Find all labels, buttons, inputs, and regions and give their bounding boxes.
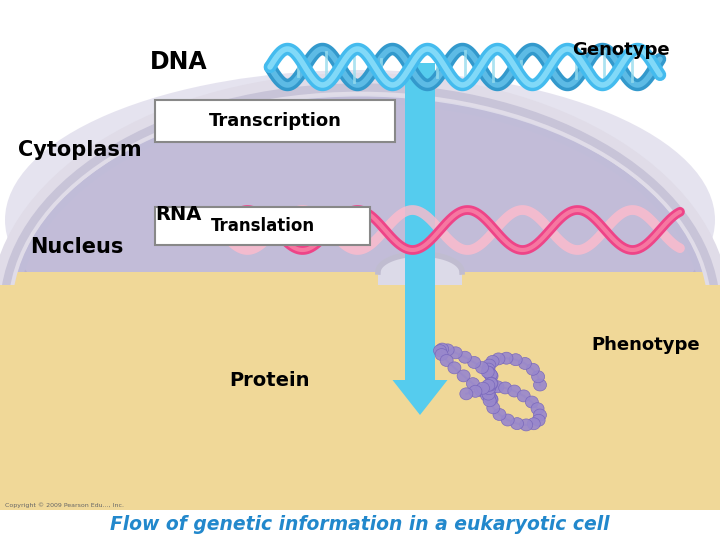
Ellipse shape [484,379,497,391]
Ellipse shape [460,388,473,400]
Ellipse shape [485,394,498,406]
Ellipse shape [517,390,530,402]
Text: Translation: Translation [210,217,315,235]
Ellipse shape [509,354,522,366]
Text: DNA: DNA [150,50,207,74]
Text: Copyright © 2009 Pearson Edu..., Inc.: Copyright © 2009 Pearson Edu..., Inc. [5,502,124,508]
Ellipse shape [520,419,533,431]
Bar [0,272,720,540]
Ellipse shape [532,414,545,426]
Ellipse shape [5,90,715,530]
Ellipse shape [483,390,496,402]
Ellipse shape [485,370,498,382]
Ellipse shape [440,354,453,367]
Ellipse shape [482,384,495,396]
Text: Phenotype: Phenotype [591,336,700,354]
Ellipse shape [482,387,495,399]
Ellipse shape [433,345,446,356]
Ellipse shape [500,352,513,364]
Ellipse shape [493,409,506,421]
Ellipse shape [485,377,498,389]
Ellipse shape [499,382,512,394]
Ellipse shape [483,359,496,371]
Ellipse shape [501,414,514,426]
Ellipse shape [477,382,490,394]
Ellipse shape [436,343,449,355]
Polygon shape [380,260,460,540]
Ellipse shape [485,369,498,381]
Ellipse shape [485,377,498,389]
Ellipse shape [531,371,544,383]
Ellipse shape [484,393,497,404]
Ellipse shape [482,388,495,400]
Text: Flow of genetic information in a eukaryotic cell: Flow of genetic information in a eukaryo… [110,516,610,535]
Ellipse shape [449,347,462,359]
Ellipse shape [518,357,531,369]
Ellipse shape [534,409,546,421]
Text: RNA: RNA [155,206,202,225]
Bar [0,510,720,540]
Ellipse shape [527,418,540,430]
Ellipse shape [481,366,494,378]
Ellipse shape [474,384,487,396]
Ellipse shape [531,403,544,415]
Ellipse shape [484,369,498,381]
Bar [155,100,395,142]
Ellipse shape [5,70,715,370]
Ellipse shape [526,396,539,408]
Bar [0,285,720,540]
Ellipse shape [469,386,482,397]
Ellipse shape [482,383,495,395]
Ellipse shape [480,389,493,402]
Bar [155,207,370,245]
Ellipse shape [435,348,448,361]
Ellipse shape [510,417,523,430]
Text: Cytoplasm: Cytoplasm [18,140,142,160]
Ellipse shape [491,381,504,393]
Ellipse shape [482,367,496,379]
Ellipse shape [483,395,496,407]
Ellipse shape [485,382,498,394]
Polygon shape [392,380,448,415]
Ellipse shape [487,402,500,414]
Ellipse shape [467,377,480,390]
Text: Genotype: Genotype [572,41,670,59]
Ellipse shape [508,385,521,397]
Ellipse shape [468,356,481,368]
Ellipse shape [486,355,499,367]
Bar [405,63,435,380]
Text: Nucleus: Nucleus [30,237,123,257]
Ellipse shape [492,353,505,365]
Ellipse shape [457,370,470,382]
Ellipse shape [441,344,454,356]
Ellipse shape [448,362,461,374]
Text: Protein: Protein [230,370,310,389]
Ellipse shape [475,362,489,374]
Text: Transcription: Transcription [209,112,341,130]
Ellipse shape [459,351,472,363]
Ellipse shape [534,379,546,391]
Ellipse shape [482,363,495,375]
Ellipse shape [485,393,498,404]
Ellipse shape [526,363,539,375]
Ellipse shape [482,380,495,392]
